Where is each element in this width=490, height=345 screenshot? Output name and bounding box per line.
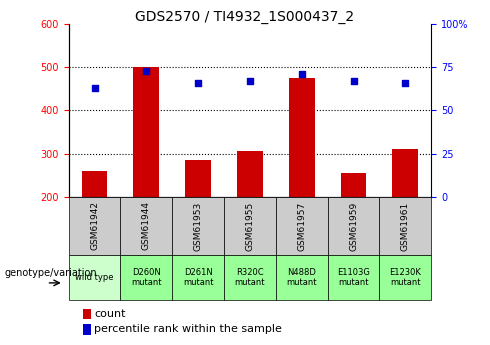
Text: count: count <box>94 309 125 319</box>
Bar <box>185 160 211 197</box>
Bar <box>289 78 315 197</box>
Text: GSM61961: GSM61961 <box>401 201 410 250</box>
Point <box>194 80 202 86</box>
Text: GDS2570 / TI4932_1S000437_2: GDS2570 / TI4932_1S000437_2 <box>135 10 355 24</box>
Point <box>401 80 409 86</box>
Text: D260N
mutant: D260N mutant <box>131 268 162 287</box>
Text: GSM61953: GSM61953 <box>194 201 202 250</box>
Text: GSM61944: GSM61944 <box>142 201 151 250</box>
Bar <box>133 67 159 197</box>
Point <box>143 68 150 73</box>
Text: percentile rank within the sample: percentile rank within the sample <box>94 325 282 334</box>
Text: GSM61942: GSM61942 <box>90 201 99 250</box>
Bar <box>81 171 107 197</box>
Text: R320C
mutant: R320C mutant <box>235 268 265 287</box>
Bar <box>341 173 367 197</box>
Bar <box>392 149 418 197</box>
Text: GSM61957: GSM61957 <box>297 201 306 250</box>
Text: N488D
mutant: N488D mutant <box>287 268 317 287</box>
Point <box>298 71 306 77</box>
Point <box>246 78 254 84</box>
Text: wild type: wild type <box>75 273 114 282</box>
Text: genotype/variation: genotype/variation <box>5 268 98 277</box>
Point <box>349 78 357 84</box>
Text: E1230K
mutant: E1230K mutant <box>390 268 421 287</box>
Text: GSM61955: GSM61955 <box>245 201 254 250</box>
Text: D261N
mutant: D261N mutant <box>183 268 213 287</box>
Bar <box>237 151 263 197</box>
Text: E1103G
mutant: E1103G mutant <box>337 268 370 287</box>
Text: GSM61959: GSM61959 <box>349 201 358 250</box>
Point <box>91 85 98 91</box>
